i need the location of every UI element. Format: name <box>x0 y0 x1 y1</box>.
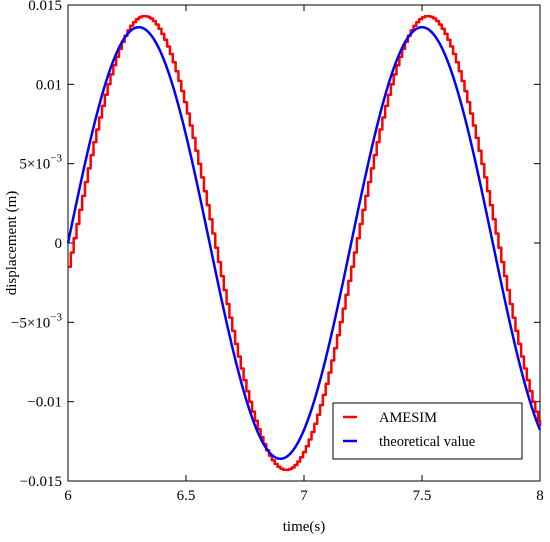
x-tick-label: 8 <box>536 488 544 504</box>
legend-label-theoretical-value: theoretical value <box>379 434 475 450</box>
plot-area <box>67 4 541 482</box>
y-tick-label: 0 <box>55 236 63 252</box>
y-tick-label: 0.01 <box>36 77 62 93</box>
series-line-theoretical-value <box>66 25 542 461</box>
y-tick-label-text: −5×10 <box>11 315 50 331</box>
x-tick-label: 7.5 <box>413 488 432 504</box>
x-tick-label: 6.5 <box>177 488 196 504</box>
x-axis-label: time(s) <box>283 519 326 535</box>
axis-ticks <box>67 4 541 482</box>
legend-label-amesim: AMESIM <box>379 410 437 426</box>
legend-box <box>332 402 523 460</box>
series-layer <box>66 14 542 472</box>
y-tick-label-exponent: −3 <box>50 153 62 165</box>
y-tick-label: −5×10−3 <box>11 311 63 331</box>
y-tick-label: 5×10−3 <box>19 153 62 173</box>
x-tick-label: 6 <box>64 488 72 504</box>
y-tick-label-text: 0 <box>55 236 63 252</box>
y-tick-label: 0.015 <box>28 0 62 14</box>
series-line-amesim <box>68 14 542 472</box>
y-tick-label: −0.015 <box>20 474 62 490</box>
y-tick-label: −0.01 <box>27 395 62 411</box>
y-tick-label-exponent: −3 <box>50 311 62 323</box>
axis-tick-labels: 6 6.5 7 7.5 80.0150.015×10−30−5×10−3−0.01−0.… <box>11 0 544 504</box>
y-tick-label-text: −0.01 <box>27 395 62 411</box>
y-tick-label-text: 0.01 <box>36 77 62 93</box>
x-tick-label: 7 <box>300 488 308 504</box>
y-tick-label-text: 0.015 <box>28 0 62 14</box>
y-tick-label-text: −0.015 <box>20 474 62 490</box>
legend: AMESIM theoretical value <box>332 402 523 460</box>
y-tick-label-text: 5×10 <box>19 157 50 173</box>
y-axis-label: displacement (m) <box>4 191 20 296</box>
